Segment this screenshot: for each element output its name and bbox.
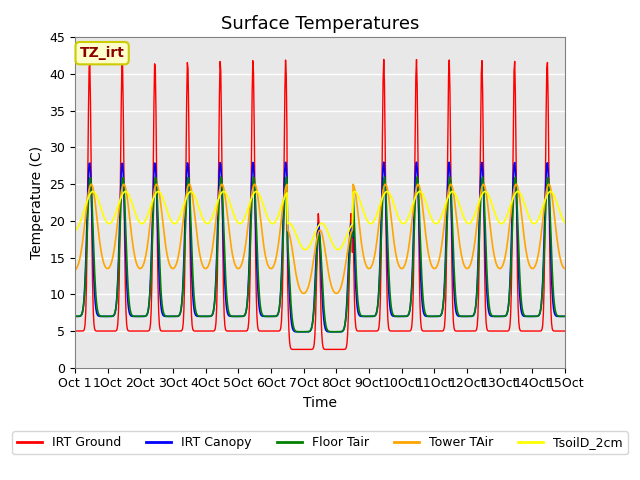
Floor Tair bbox=[332, 329, 339, 335]
IRT Ground bbox=[131, 328, 138, 334]
X-axis label: Time: Time bbox=[303, 396, 337, 410]
IRT Ground bbox=[180, 306, 188, 312]
Tower TAir bbox=[206, 259, 214, 264]
TsoilD_2cm bbox=[395, 216, 403, 221]
IRT Ground bbox=[297, 347, 305, 352]
Legend: IRT Ground, IRT Canopy, Floor Tair, Tower TAir, TsoilD_2cm: IRT Ground, IRT Canopy, Floor Tair, Towe… bbox=[12, 431, 628, 454]
TsoilD_2cm bbox=[180, 200, 188, 205]
IRT Ground bbox=[380, 57, 388, 62]
Tower TAir bbox=[545, 181, 553, 187]
Tower TAir bbox=[71, 267, 79, 273]
Text: TZ_irt: TZ_irt bbox=[80, 46, 125, 60]
Title: Surface Temperatures: Surface Temperatures bbox=[221, 15, 419, 33]
Floor Tair bbox=[206, 313, 214, 319]
TsoilD_2cm bbox=[131, 209, 139, 215]
Floor Tair bbox=[395, 313, 403, 319]
Tower TAir bbox=[394, 261, 402, 266]
Floor Tair bbox=[380, 177, 388, 183]
TsoilD_2cm bbox=[80, 209, 88, 215]
Tower TAir bbox=[131, 250, 138, 256]
IRT Canopy bbox=[331, 329, 339, 335]
Floor Tair bbox=[381, 174, 388, 180]
Tower TAir bbox=[332, 290, 340, 296]
IRT Canopy bbox=[561, 313, 569, 319]
Line: TsoilD_2cm: TsoilD_2cm bbox=[75, 192, 565, 250]
Tower TAir bbox=[80, 230, 88, 236]
IRT Ground bbox=[395, 328, 403, 334]
IRT Ground bbox=[561, 328, 569, 334]
Line: Tower TAir: Tower TAir bbox=[75, 184, 565, 293]
TsoilD_2cm bbox=[561, 220, 569, 226]
Tower TAir bbox=[561, 266, 569, 272]
IRT Canopy bbox=[395, 313, 403, 319]
Floor Tair bbox=[71, 313, 79, 319]
IRT Canopy bbox=[131, 313, 138, 319]
Floor Tair bbox=[561, 313, 569, 319]
IRT Ground bbox=[71, 328, 79, 334]
Floor Tair bbox=[80, 301, 88, 307]
IRT Canopy bbox=[381, 165, 388, 170]
TsoilD_2cm bbox=[122, 189, 129, 194]
TsoilD_2cm bbox=[207, 218, 214, 224]
IRT Canopy bbox=[80, 301, 88, 307]
IRT Canopy bbox=[71, 313, 79, 319]
TsoilD_2cm bbox=[301, 247, 309, 252]
IRT Ground bbox=[206, 328, 214, 334]
IRT Canopy bbox=[380, 159, 388, 165]
Line: IRT Ground: IRT Ground bbox=[75, 60, 565, 349]
TsoilD_2cm bbox=[71, 229, 79, 235]
IRT Ground bbox=[80, 328, 88, 334]
Floor Tair bbox=[180, 266, 188, 272]
Tower TAir bbox=[380, 185, 388, 191]
Floor Tair bbox=[131, 313, 138, 319]
Tower TAir bbox=[180, 211, 188, 216]
Y-axis label: Temperature (C): Temperature (C) bbox=[29, 146, 44, 259]
IRT Canopy bbox=[180, 256, 188, 262]
Line: Floor Tair: Floor Tair bbox=[75, 177, 565, 332]
IRT Canopy bbox=[206, 313, 214, 319]
IRT Ground bbox=[381, 81, 388, 86]
TsoilD_2cm bbox=[381, 191, 388, 196]
Line: IRT Canopy: IRT Canopy bbox=[75, 162, 565, 332]
